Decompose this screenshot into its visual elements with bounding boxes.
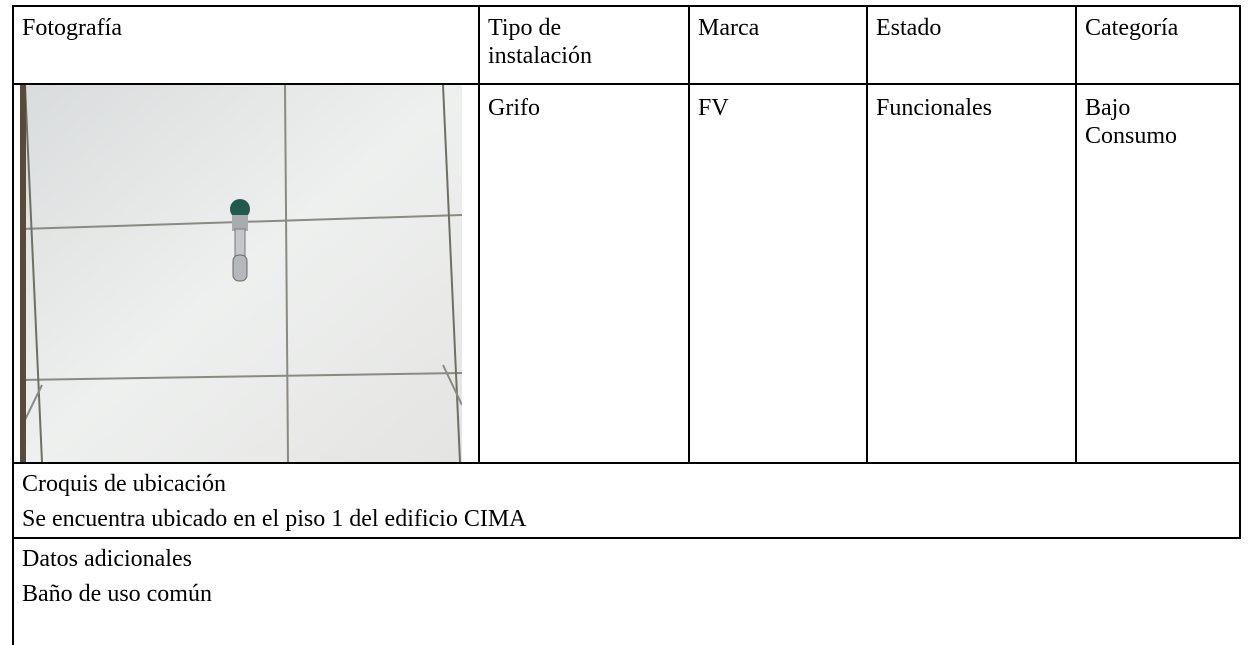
header-cell: Categoría	[1085, 15, 1179, 41]
rule	[12, 5, 14, 645]
header-cell: Estado	[876, 15, 942, 41]
header-cell: Tipo de instalación	[488, 15, 592, 69]
rule	[1239, 5, 1241, 538]
cell: Bajo Consumo	[1085, 95, 1178, 149]
section-text: Se encuentra ubicado en el piso 1 del ed…	[22, 506, 527, 532]
header-cell: Fotografía	[22, 15, 122, 41]
header-cell: Marca	[698, 15, 760, 41]
rule	[12, 5, 1241, 7]
cell: Grifo	[488, 95, 540, 121]
rule	[12, 462, 1241, 464]
section-label: Croquis de ubicación	[22, 471, 226, 497]
photo	[20, 85, 462, 462]
rule	[478, 5, 480, 463]
rule	[866, 5, 868, 463]
rule	[688, 5, 690, 463]
rule	[12, 83, 1241, 85]
cell: Funcionales	[876, 95, 992, 121]
section-label: Datos adicionales	[22, 546, 192, 572]
rule	[1075, 5, 1077, 463]
rule	[12, 537, 1241, 539]
cell: FV	[698, 95, 729, 121]
section-text: Baño de uso común	[22, 581, 212, 607]
